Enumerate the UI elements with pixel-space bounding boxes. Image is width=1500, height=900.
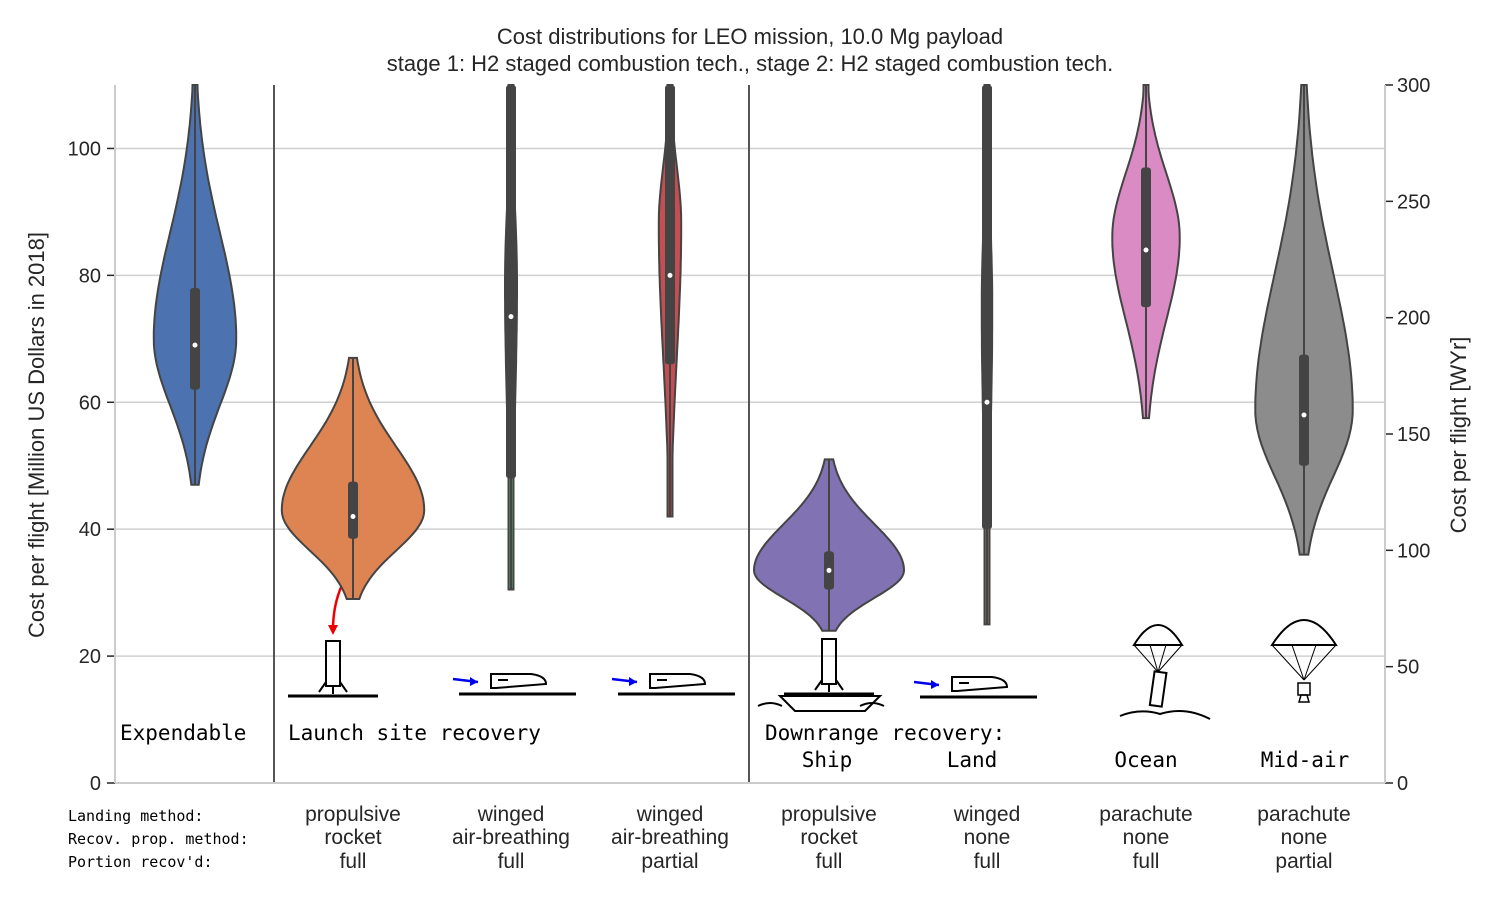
row-label-landing: Landing method: bbox=[68, 807, 203, 825]
violin-iqr-5 bbox=[982, 85, 992, 530]
rocket-body-icon bbox=[821, 638, 837, 685]
winged-vehicle-icon bbox=[490, 673, 548, 689]
category-portion-7: partial bbox=[1275, 850, 1332, 873]
parachute-canopy-icon bbox=[1270, 619, 1338, 646]
category-portion-1: full bbox=[340, 850, 367, 873]
stage-icon bbox=[1298, 694, 1310, 703]
y-right-tick-label-3: 150 bbox=[1397, 424, 1430, 446]
category-prop-4: rocket bbox=[800, 826, 857, 849]
violin-median-7 bbox=[1301, 412, 1307, 418]
chart-title-line1: Cost distributions for LEO mission, 10.0… bbox=[497, 24, 1003, 49]
violin-iqr-6 bbox=[1141, 167, 1151, 308]
category-landing-6: parachute bbox=[1099, 803, 1192, 826]
arrowhead-icon bbox=[470, 677, 478, 686]
category-prop-2: air-breathing bbox=[452, 826, 570, 849]
violin-iqr-1 bbox=[348, 481, 358, 539]
category-prop-7: none bbox=[1281, 826, 1328, 849]
y-tick-label-1: 20 bbox=[79, 646, 101, 668]
violins bbox=[152, 84, 1354, 632]
row-label-prop: Recov. prop. method: bbox=[68, 830, 249, 848]
y-axis-label: Cost per flight [Million US Dollars in 2… bbox=[24, 232, 49, 638]
category-portion-4: full bbox=[816, 850, 843, 873]
winged-vehicle-icon bbox=[649, 673, 707, 689]
y-right-tick-label-1: 50 bbox=[1397, 657, 1419, 679]
sublabel-ship: Ship bbox=[802, 748, 853, 772]
category-labels: propulsiverocketfullwingedair-breathingf… bbox=[305, 803, 1351, 873]
capsule-icon bbox=[1148, 670, 1168, 708]
category-landing-7: parachute bbox=[1257, 803, 1350, 826]
y-tick-label-0: 0 bbox=[90, 773, 101, 795]
y-right-tick-label-4: 200 bbox=[1397, 308, 1430, 330]
category-prop-6: none bbox=[1123, 826, 1170, 849]
violin-median-2 bbox=[508, 314, 514, 320]
y-tick-label-2: 40 bbox=[79, 519, 101, 541]
category-landing-3: winged bbox=[636, 803, 704, 826]
violin-median-0 bbox=[192, 342, 198, 348]
winged-vehicle-icon bbox=[951, 676, 1009, 692]
ship-icon bbox=[777, 695, 883, 712]
region-label-expendable: Expendable bbox=[120, 721, 246, 745]
category-prop-3: air-breathing bbox=[611, 826, 729, 849]
violin-median-1 bbox=[350, 513, 356, 519]
row-label-portion: Portion recov'd: bbox=[68, 853, 213, 871]
violin-median-6 bbox=[1143, 247, 1149, 253]
violin-iqr-2 bbox=[506, 85, 516, 479]
parachute-lines-icon bbox=[1271, 644, 1337, 681]
arrowhead-icon bbox=[931, 680, 939, 689]
payload-icon bbox=[1297, 682, 1311, 696]
region-dividers bbox=[273, 85, 750, 783]
y-tick-label-3: 60 bbox=[79, 392, 101, 414]
rocket-legs-icon bbox=[318, 681, 348, 694]
region-label-launch-site: Launch site recovery bbox=[288, 721, 541, 745]
violin-iqr-0 bbox=[190, 288, 200, 390]
y-axis-label-right: Cost per flight [WYr] bbox=[1446, 337, 1471, 534]
sublabel-land: Land bbox=[947, 748, 998, 772]
water-icon bbox=[1119, 709, 1211, 720]
violin-median-4 bbox=[826, 567, 832, 573]
wave-icon bbox=[757, 702, 885, 707]
red-arrowhead-icon bbox=[328, 625, 338, 635]
y-tick-label-5: 100 bbox=[68, 138, 101, 160]
category-portion-2: full bbox=[498, 850, 525, 873]
sublabel-mid-air: Mid-air bbox=[1261, 748, 1350, 772]
rocket-legs-icon bbox=[814, 679, 844, 692]
violin-iqr-3 bbox=[665, 85, 675, 365]
violin-iqr-7 bbox=[1299, 354, 1309, 466]
region-label-downrange: Downrange recovery: bbox=[765, 721, 1005, 745]
parachute-lines-icon bbox=[1133, 644, 1183, 673]
y-right-tick-label-0: 0 bbox=[1397, 773, 1408, 795]
category-prop-5: none bbox=[964, 826, 1011, 849]
arrowhead-icon bbox=[629, 677, 637, 686]
category-portion-6: full bbox=[1133, 850, 1160, 873]
y-right-tick-label-5: 250 bbox=[1397, 191, 1430, 213]
category-portion-5: full bbox=[974, 850, 1001, 873]
y-tick-label-4: 80 bbox=[79, 265, 101, 287]
rocket-body-icon bbox=[325, 640, 341, 687]
sublabel-ocean: Ocean bbox=[1114, 748, 1177, 772]
category-prop-1: rocket bbox=[324, 826, 381, 849]
chart-title-line2: stage 1: H2 staged combustion tech., sta… bbox=[387, 51, 1113, 76]
category-landing-4: propulsive bbox=[781, 803, 877, 826]
category-landing-2: winged bbox=[477, 803, 545, 826]
recovery-icons bbox=[288, 584, 1338, 720]
red-arrow-icon bbox=[331, 584, 344, 631]
axes: 0 20 40 60 80 100 0 50 100 150 200 250 300 bbox=[68, 75, 1431, 795]
violin-median-3 bbox=[667, 272, 673, 278]
category-landing-5: winged bbox=[953, 803, 1021, 826]
y-right-tick-label-2: 100 bbox=[1397, 540, 1430, 562]
category-portion-3: partial bbox=[641, 850, 698, 873]
violin-median-5 bbox=[984, 399, 990, 405]
category-landing-1: propulsive bbox=[305, 803, 401, 826]
parachute-canopy-icon bbox=[1132, 624, 1184, 646]
y-right-tick-label-6: 300 bbox=[1397, 75, 1430, 97]
